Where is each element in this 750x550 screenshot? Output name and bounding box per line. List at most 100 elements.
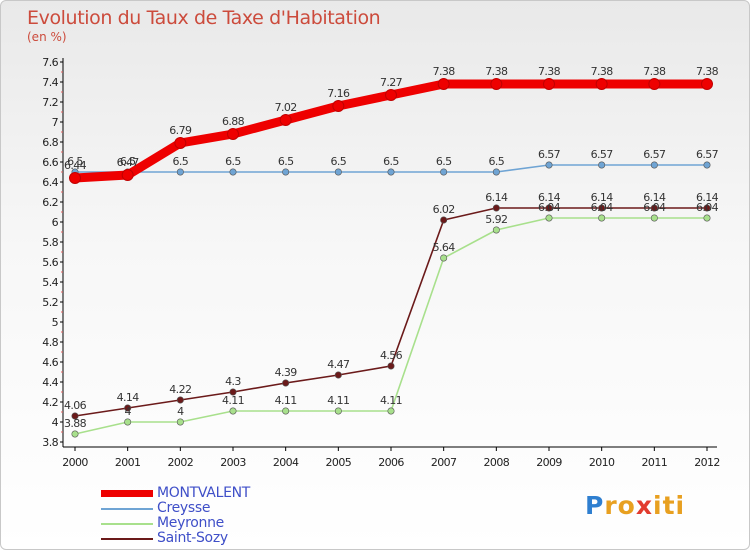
x-tick-label: 2005 — [326, 456, 352, 469]
data-label-saint-sozy: 6.14 — [538, 191, 561, 204]
y-tick-label: 5.2 — [42, 296, 58, 309]
y-tick-label: 4.8 — [42, 336, 58, 349]
data-label-creysse: 6.5 — [172, 155, 188, 168]
x-tick-label: 2006 — [378, 456, 404, 469]
data-label-creysse: 6.5 — [436, 155, 452, 168]
series-point-saint-sozy — [598, 204, 606, 212]
series-point-saint-sozy — [703, 204, 711, 212]
chart-title: Evolution du Taux de Taxe d'Habitation — [27, 7, 381, 29]
data-label-meyronne: 5.64 — [433, 241, 456, 254]
x-tick-label: 2008 — [484, 456, 510, 469]
data-label-saint-sozy: 6.14 — [591, 191, 614, 204]
series-point-saint-sozy — [334, 371, 342, 379]
series-point-meyronne — [440, 254, 448, 262]
data-label-montvalent: 7.38 — [696, 65, 719, 78]
series-point-saint-sozy — [229, 388, 237, 396]
data-label-montvalent: 6.79 — [169, 124, 192, 137]
data-label-creysse: 6.5 — [383, 155, 399, 168]
series-point-montvalent — [648, 78, 661, 90]
series-point-creysse — [282, 168, 290, 176]
x-tick-label: 2009 — [536, 456, 562, 469]
data-label-saint-sozy: 4.39 — [275, 366, 298, 379]
series-point-saint-sozy — [440, 216, 448, 224]
y-tick-label: 4.4 — [42, 376, 58, 389]
legend-swatch-creysse — [101, 508, 153, 510]
data-label-meyronne: 4.11 — [327, 394, 349, 407]
series-point-meyronne — [71, 430, 79, 438]
data-label-creysse: 6.57 — [538, 148, 561, 161]
data-label-montvalent: 7.16 — [327, 87, 350, 100]
series-point-meyronne — [387, 407, 395, 415]
y-tick-label: 7 — [52, 116, 59, 129]
logo-letter: i — [675, 491, 686, 520]
data-label-creysse: 6.5 — [330, 155, 346, 168]
y-tick-label: 6.2 — [42, 196, 58, 209]
series-point-meyronne — [334, 407, 342, 415]
series-point-meyronne — [650, 214, 658, 222]
y-tick-label: 4.2 — [42, 396, 58, 409]
data-label-montvalent: 7.27 — [380, 76, 403, 89]
series-point-montvalent — [174, 137, 187, 149]
y-tick-label: 7.6 — [42, 56, 58, 69]
legend-swatch-meyronne — [101, 523, 153, 525]
legend-swatch-montvalent — [101, 490, 153, 497]
logo-letter: i — [653, 491, 663, 520]
series-point-meyronne — [703, 214, 711, 222]
x-tick-label: 2007 — [431, 456, 457, 469]
data-label-creysse: 6.5 — [225, 155, 241, 168]
series-point-montvalent — [227, 128, 239, 140]
data-label-montvalent: 7.02 — [275, 101, 297, 114]
logo-letter: r — [604, 491, 618, 520]
data-label-saint-sozy: 6.02 — [433, 203, 455, 216]
y-tick-label: 5 — [52, 316, 59, 329]
data-label-creysse: 6.5 — [278, 155, 294, 168]
series-point-montvalent — [385, 89, 397, 101]
series-point-meyronne — [176, 418, 184, 426]
series-point-meyronne — [598, 214, 606, 222]
y-tick-label: 5.6 — [42, 256, 58, 269]
data-label-meyronne: 4.11 — [222, 394, 244, 407]
y-tick-label: 6 — [52, 216, 59, 229]
series-point-saint-sozy — [176, 396, 184, 404]
data-label-creysse: 6.57 — [643, 148, 666, 161]
series-point-saint-sozy — [492, 204, 500, 212]
x-tick-label: 2000 — [62, 456, 88, 469]
series-point-saint-sozy — [71, 412, 79, 420]
data-label-saint-sozy: 6.14 — [485, 191, 508, 204]
data-label-montvalent: 7.38 — [643, 65, 666, 78]
axes: 3.8 4 4.2 4.4 4.6 4.8 5 5.2 5.4 5.6 5.8 6 6.2 6.4 6.6 6… — [42, 56, 720, 469]
series-layer: 4.064.144.224.34.394.474.566.026.14 6.14 6… — [64, 65, 719, 438]
data-label-saint-sozy: 4.3 — [225, 375, 241, 388]
data-label-meyronne: 5.92 — [485, 213, 507, 226]
data-label-meyronne: 4.11 — [380, 394, 402, 407]
series-point-montvalent — [490, 78, 503, 90]
y-tick-label: 5.4 — [42, 276, 58, 289]
data-label-creysse: 6.5 — [488, 155, 504, 168]
logo-letter: x — [635, 491, 653, 520]
data-label-saint-sozy: 4.22 — [169, 383, 191, 396]
data-label-montvalent: 6.44 — [64, 159, 87, 172]
data-label-montvalent: 7.38 — [538, 65, 561, 78]
proxiti-logo: Proxiti — [585, 491, 685, 520]
y-tick-label: 4 — [52, 416, 59, 429]
series-point-saint-sozy — [545, 204, 553, 212]
series-point-montvalent — [279, 114, 292, 126]
series-point-creysse — [650, 161, 658, 169]
x-tick-label: 2003 — [220, 456, 246, 469]
data-label-montvalent: 7.38 — [433, 65, 456, 78]
series-point-montvalent — [121, 169, 134, 181]
y-tick-label: 4.6 — [42, 356, 58, 369]
y-tick-label: 3.8 — [42, 436, 58, 449]
data-label-meyronne: 6.04 — [696, 201, 719, 214]
y-tick-label: 7.4 — [42, 76, 58, 89]
legend-label-creysse: Creysse — [157, 500, 211, 516]
y-tick-label: 6.4 — [42, 176, 58, 189]
series-point-creysse — [176, 168, 184, 176]
series-point-saint-sozy — [124, 404, 132, 412]
series-point-montvalent — [437, 78, 450, 90]
series-point-creysse — [440, 168, 448, 176]
x-tick-label: 2001 — [115, 456, 141, 469]
data-label-meyronne: 4.11 — [275, 394, 297, 407]
data-label-meyronne: 6.04 — [591, 201, 614, 214]
series-point-creysse — [545, 161, 553, 169]
